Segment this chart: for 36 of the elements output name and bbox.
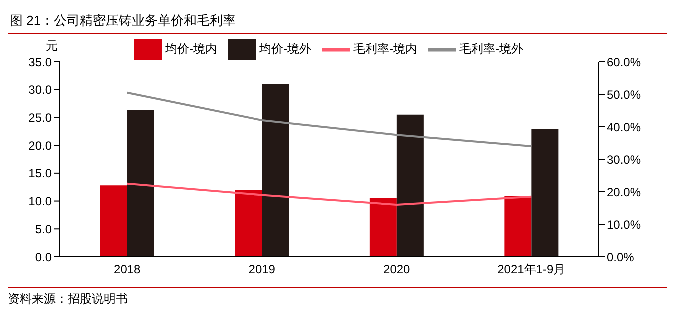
x-tick-label: 2021年1-9月 <box>498 262 566 277</box>
bar <box>370 198 397 257</box>
chart-title: 图 21：公司精密压铸业务单价和毛利率 <box>8 8 667 34</box>
y-tick-label: 35.0 <box>28 55 52 70</box>
text: 资料来源：招股说明书 <box>8 291 129 308</box>
y2-tick-label: 0.0% <box>607 250 635 264</box>
y-tick-label: 15.0 <box>28 166 52 181</box>
y-axis-title: 元 <box>46 38 58 55</box>
x-tick-label: 2020 <box>384 262 411 277</box>
bar <box>100 186 128 257</box>
x-tick-label: 2019 <box>248 262 276 277</box>
bar <box>504 196 532 257</box>
x-tick-label: 2018 <box>114 262 142 277</box>
y-tick-label: 0.0 <box>35 250 52 264</box>
line-series <box>126 182 533 206</box>
bar <box>532 129 559 257</box>
y-tick-label: 10.0 <box>28 194 52 209</box>
bar <box>262 84 290 257</box>
bar <box>127 110 154 257</box>
line-series <box>126 92 533 148</box>
y-tick-label: 20.0 <box>28 138 52 153</box>
y2-tick-label: 10.0% <box>607 218 642 232</box>
y2-tick-label: 30.0% <box>607 152 642 167</box>
bar <box>396 114 424 257</box>
y2-tick-label: 60.0% <box>607 55 642 70</box>
y2-tick-label: 20.0% <box>607 185 642 200</box>
y2-tick-label: 50.0% <box>607 88 642 102</box>
legend-label: 毛利率-境外 <box>460 42 524 56</box>
bar <box>235 190 262 257</box>
y-tick-label: 25.0 <box>28 110 52 125</box>
y2-tick-label: 40.0% <box>607 120 642 134</box>
legend-label: 均价-境外 <box>260 42 312 56</box>
legend-label: 均价-境内 <box>166 42 218 56</box>
y-tick-label: 5.0 <box>35 222 52 236</box>
y-tick-label: 30.0 <box>28 83 52 98</box>
legend-label: 毛利率-境内 <box>354 42 418 56</box>
